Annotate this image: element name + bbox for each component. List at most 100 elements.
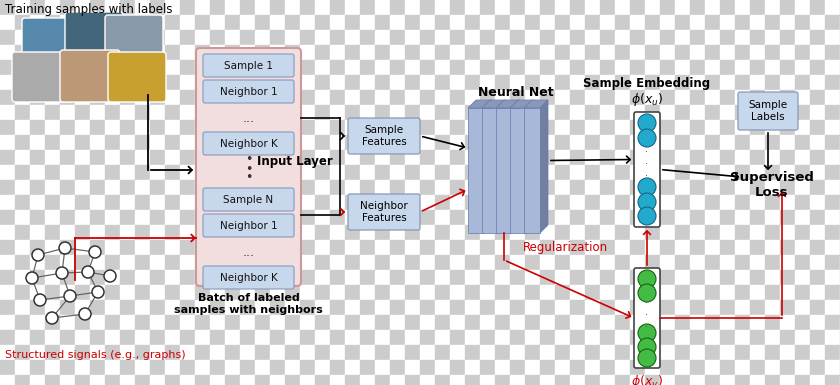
Bar <box>510 210 525 225</box>
Bar <box>120 285 135 300</box>
Bar <box>120 120 135 135</box>
Bar <box>600 165 615 180</box>
Bar <box>165 30 180 45</box>
Bar <box>555 270 570 285</box>
Bar <box>105 105 120 120</box>
Bar <box>405 165 420 180</box>
Bar <box>75 345 90 360</box>
Bar <box>165 120 180 135</box>
Bar <box>195 210 210 225</box>
Bar <box>135 315 150 330</box>
Bar <box>60 345 75 360</box>
FancyBboxPatch shape <box>348 194 420 230</box>
Bar <box>90 90 105 105</box>
Bar <box>345 210 360 225</box>
Bar <box>390 135 405 150</box>
Bar <box>585 135 600 150</box>
Bar <box>345 360 360 375</box>
Text: Neighbor K: Neighbor K <box>219 273 277 283</box>
Bar <box>135 285 150 300</box>
Bar <box>630 255 645 270</box>
Bar <box>360 135 375 150</box>
Bar <box>495 180 510 195</box>
Bar <box>210 345 225 360</box>
Bar <box>315 285 330 300</box>
Bar <box>165 330 180 345</box>
Bar <box>495 165 510 180</box>
Bar <box>735 240 750 255</box>
Bar <box>705 330 720 345</box>
Bar <box>210 255 225 270</box>
Bar <box>555 150 570 165</box>
Bar <box>570 195 585 210</box>
Bar <box>795 270 810 285</box>
Bar <box>165 135 180 150</box>
Bar <box>465 270 480 285</box>
Bar <box>180 360 195 375</box>
Bar <box>150 285 165 300</box>
Bar <box>615 45 630 60</box>
Bar <box>705 90 720 105</box>
Bar <box>705 0 720 15</box>
Bar <box>180 90 195 105</box>
Bar <box>285 120 300 135</box>
Bar <box>750 330 765 345</box>
Bar <box>465 240 480 255</box>
Bar <box>90 225 105 240</box>
Bar <box>495 240 510 255</box>
Bar <box>75 375 90 385</box>
Bar <box>165 0 180 15</box>
Bar <box>600 345 615 360</box>
Bar <box>495 30 510 45</box>
Bar <box>540 135 555 150</box>
Bar <box>405 60 420 75</box>
Bar <box>720 0 735 15</box>
Bar <box>0 375 15 385</box>
Bar <box>210 75 225 90</box>
Bar <box>210 0 225 15</box>
Bar <box>270 255 285 270</box>
Bar <box>45 60 60 75</box>
Bar <box>75 360 90 375</box>
FancyBboxPatch shape <box>196 48 301 286</box>
Bar <box>90 360 105 375</box>
Bar <box>360 195 375 210</box>
Bar <box>210 285 225 300</box>
Bar <box>300 285 315 300</box>
Bar <box>765 165 780 180</box>
Bar <box>240 225 255 240</box>
Bar <box>585 210 600 225</box>
Bar <box>195 120 210 135</box>
Bar <box>795 195 810 210</box>
Bar <box>450 180 465 195</box>
Bar <box>195 375 210 385</box>
Bar <box>120 75 135 90</box>
Bar <box>30 285 45 300</box>
Bar <box>330 210 345 225</box>
Bar <box>270 360 285 375</box>
Bar <box>285 0 300 15</box>
Bar <box>240 255 255 270</box>
Bar <box>780 0 795 15</box>
Bar <box>555 60 570 75</box>
Bar <box>585 120 600 135</box>
Bar <box>660 45 675 60</box>
Bar <box>270 15 285 30</box>
Bar <box>690 120 705 135</box>
Bar <box>450 45 465 60</box>
Bar <box>90 345 105 360</box>
Bar <box>705 45 720 60</box>
Bar <box>510 105 525 120</box>
Bar <box>615 0 630 15</box>
Bar <box>360 60 375 75</box>
Bar <box>210 195 225 210</box>
Bar <box>60 240 75 255</box>
Bar <box>90 180 105 195</box>
Bar <box>765 285 780 300</box>
Bar <box>540 270 555 285</box>
Bar <box>240 360 255 375</box>
Bar <box>360 150 375 165</box>
Bar <box>15 15 30 30</box>
Bar <box>135 30 150 45</box>
Bar <box>675 330 690 345</box>
